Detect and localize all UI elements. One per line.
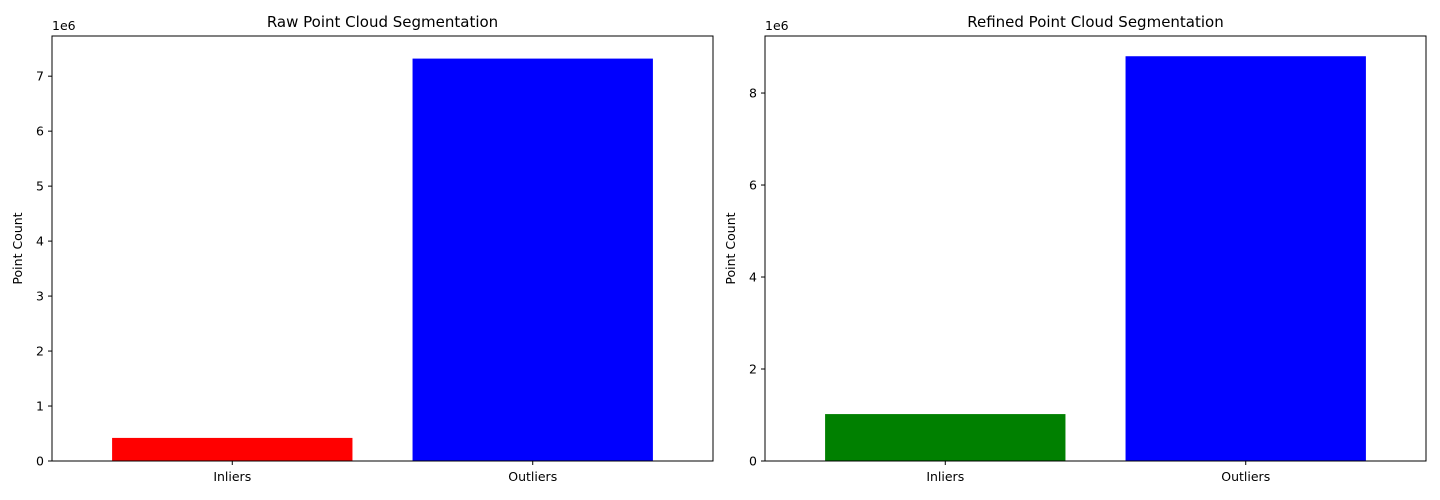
y-tick-label: 8 [749,86,757,101]
y-tick-label: 6 [749,178,757,193]
bar-outliers [412,58,653,461]
chart-panel-1: 0 1 2 3 4 5 6 7 Inliers Outliers Raw Point Cloud S… [10,13,714,484]
x-tick-label: Inliers [926,469,964,484]
axes-frame [51,35,714,462]
y-tick-label: 0 [36,454,44,469]
chart-panel-2: 0 2 4 6 8 Inliers Outliers Refined Point Cloud … [723,13,1427,484]
y-tick-label: 0 [749,454,757,469]
chart-title: Refined Point Cloud Segmentation [967,13,1224,31]
y-tick-label: 3 [36,289,44,304]
y-axis-offset-label: 1e6 [52,18,76,33]
y-tick-label: 4 [36,234,44,249]
y-tick-label: 4 [749,270,757,285]
x-tick-label: Outliers [1221,469,1270,484]
y-tick-label: 7 [36,69,44,84]
bar-inliers [825,414,1066,461]
y-tick-label: 2 [36,344,44,359]
y-axis-label: Point Count [723,212,738,284]
x-tick-label: Outliers [508,469,557,484]
y-axis-offset-label: 1e6 [765,18,789,33]
x-tick-label: Inliers [213,469,251,484]
y-tick-label: 6 [36,124,44,139]
y-tick-label: 1 [36,399,44,414]
bar-inliers [112,437,353,461]
y-tick-label: 2 [749,362,757,377]
y-axis-label: Point Count [10,212,25,284]
bar-outliers [1125,56,1366,461]
y-tick-label: 5 [36,179,44,194]
axes-frame [764,35,1427,462]
chart-title: Raw Point Cloud Segmentation [267,13,498,31]
